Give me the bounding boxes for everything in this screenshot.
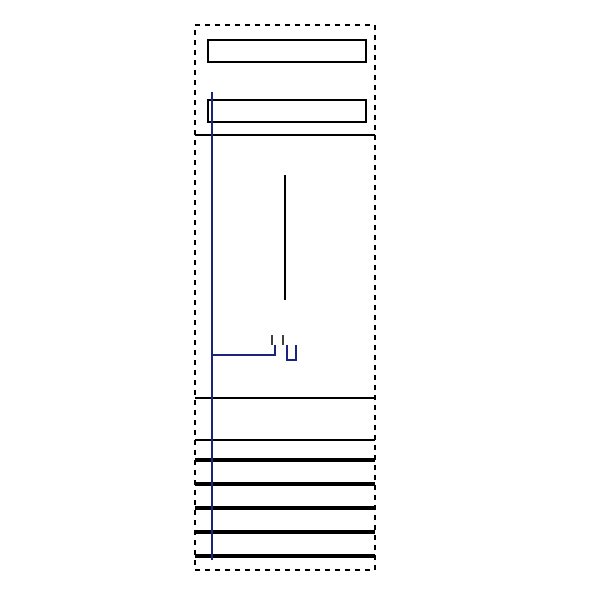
electrical-panel-diagram [0, 0, 600, 600]
